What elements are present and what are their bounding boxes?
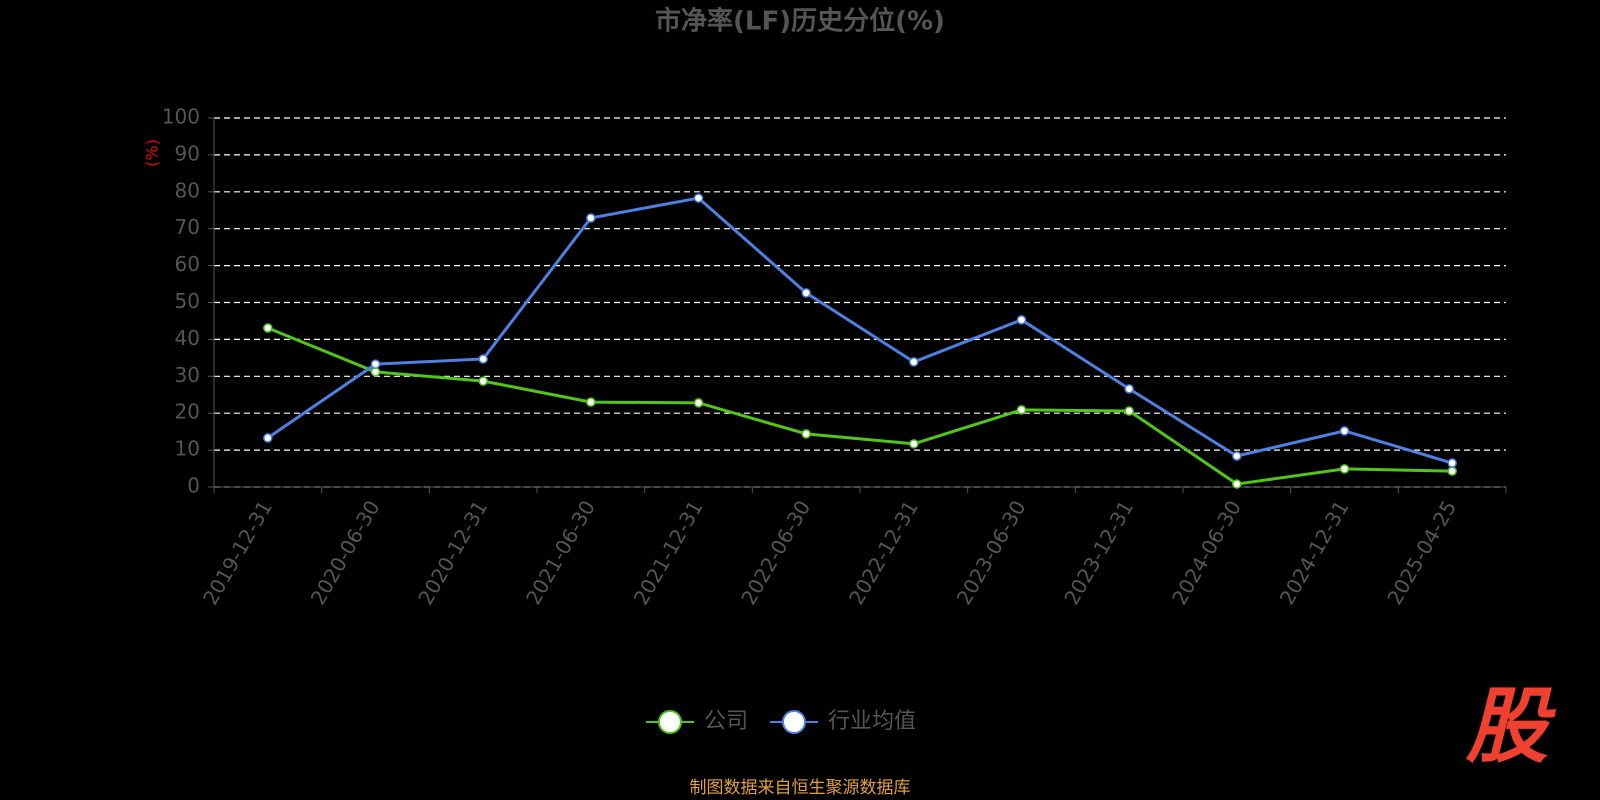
data-point bbox=[801, 288, 811, 298]
y-tick-label: 60 bbox=[175, 252, 200, 276]
data-point bbox=[801, 429, 811, 439]
y-tick-label: 50 bbox=[175, 289, 200, 313]
y-tick-label: 10 bbox=[175, 437, 200, 461]
series-line bbox=[267, 326, 1453, 486]
data-point bbox=[1016, 405, 1027, 415]
series-line bbox=[266, 196, 1453, 465]
legend-label: 公司 bbox=[704, 709, 748, 734]
data-point bbox=[478, 354, 488, 364]
y-tick-label: 100 bbox=[162, 105, 200, 129]
data-point bbox=[586, 213, 596, 223]
data-point bbox=[1124, 406, 1134, 416]
data-point bbox=[693, 193, 704, 203]
data-point bbox=[1447, 466, 1457, 476]
data-point bbox=[263, 433, 273, 443]
data-point bbox=[1016, 315, 1027, 325]
data-point bbox=[1339, 464, 1350, 474]
legend-marker bbox=[782, 710, 807, 734]
data-point bbox=[1232, 451, 1242, 461]
data-point bbox=[909, 357, 919, 367]
chart-title: 市净率(LF)历史分位(%) bbox=[655, 6, 945, 37]
data-point bbox=[1124, 384, 1134, 394]
y-tick-label: 80 bbox=[175, 178, 200, 202]
y-tick-label: 0 bbox=[187, 474, 200, 498]
logo: 股 bbox=[1465, 679, 1556, 774]
y-tick-label: 20 bbox=[175, 400, 200, 424]
data-point bbox=[586, 397, 596, 407]
y-axis-label: (%) bbox=[143, 139, 162, 167]
data-point bbox=[370, 359, 381, 369]
data-point bbox=[1447, 458, 1457, 468]
data-point bbox=[693, 398, 704, 408]
legend-marker bbox=[658, 710, 682, 734]
y-tick-label: 90 bbox=[175, 141, 200, 165]
data-point bbox=[263, 323, 273, 333]
legend-label: 行业均值 bbox=[828, 709, 916, 734]
y-tick-label: 40 bbox=[175, 326, 200, 350]
data-point bbox=[478, 376, 488, 386]
data-point bbox=[370, 367, 381, 377]
y-tick-label: 30 bbox=[175, 363, 200, 387]
data-point bbox=[909, 439, 919, 449]
y-tick-label: 70 bbox=[175, 215, 200, 239]
source-note: 制图数据来自恒生聚源数据库 bbox=[690, 778, 911, 798]
data-point bbox=[1339, 426, 1350, 436]
data-point bbox=[1232, 479, 1242, 489]
